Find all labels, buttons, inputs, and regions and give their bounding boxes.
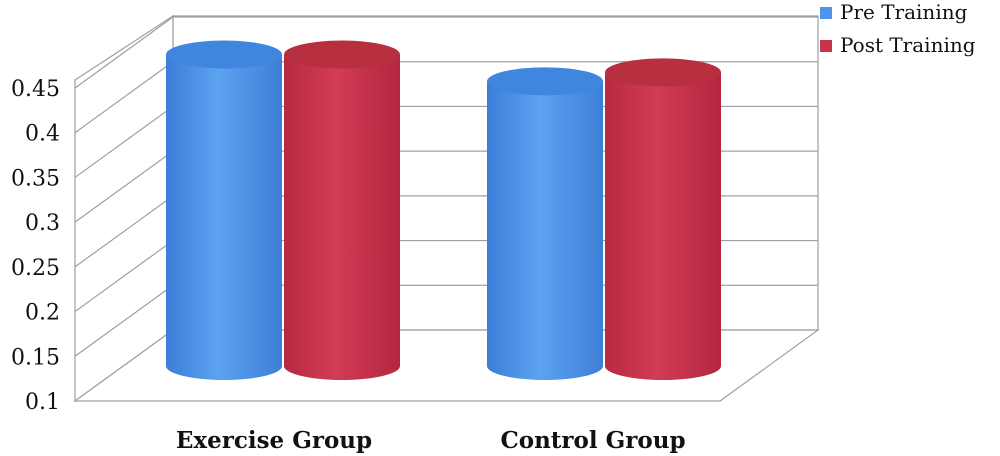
category-label: Exercise Group	[176, 427, 372, 454]
bar-top	[166, 40, 282, 69]
legend: Pre Training Post Training	[820, 0, 976, 57]
legend-label: Pre Training	[840, 0, 968, 24]
gridline-side	[74, 284, 174, 357]
bar-body	[605, 72, 721, 380]
legend-swatch	[820, 40, 832, 52]
bar-pre-training-exercise-group	[166, 40, 282, 380]
bar-body	[166, 54, 282, 380]
y-axis-ticks: 0.1 0.15 0.2 0.25 0.3 0.35 0.4 0.45	[11, 77, 60, 415]
gridline-side	[74, 150, 174, 223]
legend-label: Post Training	[840, 33, 976, 57]
bar-post-training-exercise-group	[284, 40, 400, 380]
legend-swatch	[820, 7, 832, 19]
gridline-side	[74, 61, 174, 134]
y-tick-label: 0.35	[11, 166, 60, 191]
bar-pre-training-control-group	[487, 67, 603, 380]
y-tick-label: 0.1	[25, 390, 60, 415]
bar-body	[487, 81, 603, 380]
bars	[166, 40, 721, 380]
bar-body	[284, 54, 400, 380]
x-axis-categories: Exercise Group Control Group	[176, 427, 686, 454]
y-tick-label: 0.15	[11, 345, 60, 370]
y-tick-label: 0.45	[11, 77, 60, 102]
bar-post-training-control-group	[605, 58, 721, 380]
y-tick-label: 0.4	[25, 122, 60, 147]
bar-top	[284, 40, 400, 69]
category-label: Control Group	[500, 427, 685, 454]
y-tick-label: 0.3	[25, 211, 60, 236]
gridline-side	[74, 105, 174, 178]
gridline-side	[74, 16, 174, 89]
y-tick-label: 0.2	[25, 301, 60, 326]
bar-top	[605, 58, 721, 87]
bar-top	[487, 67, 603, 96]
gridline-side	[74, 195, 174, 268]
gridline-side	[74, 240, 174, 313]
y-tick-label: 0.25	[11, 256, 60, 281]
